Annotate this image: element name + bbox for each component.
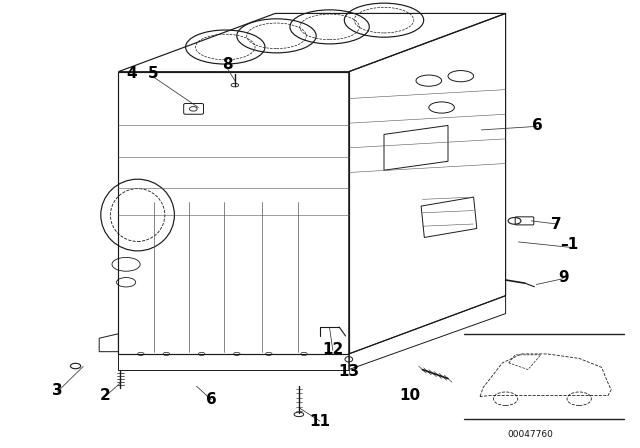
Text: 12: 12 — [322, 342, 344, 357]
Text: 13: 13 — [338, 364, 360, 379]
Text: 9: 9 — [558, 270, 568, 285]
Text: 8: 8 — [222, 57, 232, 73]
Text: 4: 4 — [126, 66, 136, 82]
Text: 10: 10 — [399, 388, 420, 403]
Text: 7: 7 — [552, 216, 562, 232]
Text: 00047760: 00047760 — [507, 430, 553, 439]
Text: 2: 2 — [100, 388, 111, 403]
Text: 6: 6 — [532, 118, 543, 133]
Text: 3: 3 — [52, 383, 63, 398]
Text: 5: 5 — [148, 66, 159, 82]
Text: 11: 11 — [310, 414, 330, 429]
Text: 6: 6 — [206, 392, 216, 407]
Text: –1: –1 — [561, 237, 579, 252]
